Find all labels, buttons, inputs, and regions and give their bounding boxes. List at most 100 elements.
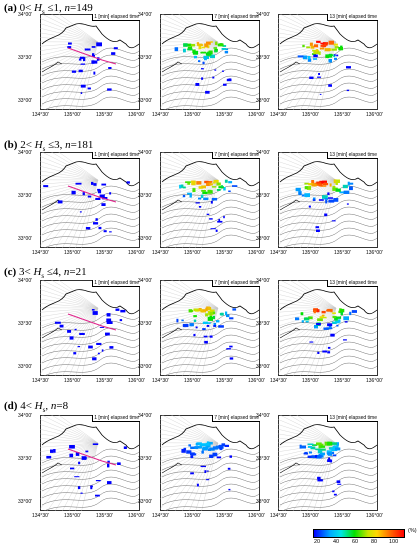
grid-fan-line [41, 415, 99, 444]
inundation-marker [330, 448, 333, 450]
bathymetry-contour [41, 75, 140, 91]
map-svg [160, 152, 260, 248]
inundation-marker [312, 53, 316, 55]
inundation-marker [120, 309, 126, 313]
inundation-marker [213, 181, 216, 184]
inundation-marker [190, 472, 194, 475]
inundation-marker [301, 194, 305, 197]
colorbar-unit: (%) [408, 528, 417, 534]
inundation-marker [315, 448, 321, 451]
lat-tick-label: 33°30' [138, 456, 153, 462]
bathymetry-contour [43, 234, 140, 248]
grid-fan-line [41, 280, 99, 309]
inundation-marker [305, 320, 309, 323]
grid-fan-line [40, 41, 99, 56]
inundation-marker [188, 309, 193, 313]
inundation-marker [193, 315, 197, 318]
bathymetry-contour [41, 469, 140, 485]
bathymetry-contour [161, 82, 260, 98]
lon-tick-label: 135°00' [184, 513, 201, 519]
lon-tick-label: 136°00' [128, 513, 145, 519]
bathymetry-contour [41, 348, 140, 364]
inundation-marker [102, 197, 108, 200]
bathymetry-contour [279, 327, 378, 343]
grid-fan-line [300, 307, 337, 376]
inundation-marker [87, 195, 92, 198]
inundation-marker [216, 182, 221, 186]
inundation-marker [332, 490, 335, 493]
grid-fan-line [40, 438, 99, 444]
inundation-marker [328, 40, 334, 45]
inundation-marker [196, 442, 202, 446]
inundation-marker [327, 309, 333, 312]
inundation-marker [326, 450, 332, 455]
inundation-marker [198, 206, 202, 208]
inundation-marker [226, 314, 230, 318]
grid-fan-line [40, 41, 99, 109]
inundation-marker [187, 192, 192, 195]
grid-fan-line [178, 415, 219, 444]
inundation-marker [336, 324, 339, 327]
lat-tick-label: 33°00' [256, 499, 271, 505]
bathymetry-contour [279, 89, 378, 105]
inundation-marker [316, 40, 321, 43]
inundation-marker [307, 56, 311, 60]
map-frame [160, 152, 260, 248]
inundation-marker [84, 48, 91, 51]
inundation-marker [295, 187, 301, 192]
coastline [279, 327, 301, 339]
inundation-marker [313, 54, 318, 58]
inundation-marker [97, 189, 102, 194]
inundation-marker [308, 183, 314, 186]
lat-tick-label: 33°30' [256, 193, 271, 199]
grid-fan-line [278, 298, 337, 309]
inundation-marker [342, 184, 348, 189]
inundation-marker [343, 316, 349, 321]
inundation-marker [307, 446, 312, 448]
inundation-marker [307, 455, 313, 458]
lat-tick-label: 33°30' [138, 55, 153, 61]
grid-fan-line [40, 307, 99, 365]
map-frame [40, 415, 140, 511]
lon-tick-label: 135°30' [334, 112, 351, 118]
grid-fan-line [58, 280, 99, 309]
grid-fan-line [278, 32, 337, 43]
map-frame [278, 415, 378, 511]
panel-title: 7 [min] elapsed time [212, 415, 260, 422]
bathymetry-contour [161, 89, 260, 105]
inundation-marker [191, 181, 196, 186]
lon-tick-label: 135°30' [96, 378, 113, 384]
inundation-marker [209, 335, 213, 338]
inundation-marker [185, 181, 191, 184]
inundation-marker [212, 446, 219, 450]
inundation-marker [304, 317, 310, 320]
grid-fan-line [40, 298, 99, 309]
grid-fan-line [278, 307, 337, 365]
inundation-marker [307, 443, 314, 446]
inundation-marker [106, 321, 113, 324]
grid-fan-line [40, 442, 99, 457]
inundation-marker [318, 73, 320, 75]
grid-fan-line [284, 307, 337, 376]
inundation-marker [318, 444, 322, 449]
bathymetry-contour [161, 192, 260, 208]
grid-fan-line [278, 41, 337, 91]
grid-fan-line [160, 307, 219, 365]
lon-tick-label: 135°00' [64, 513, 81, 519]
inundation-marker [325, 54, 330, 59]
inundation-marker [192, 188, 196, 193]
lon-tick-label: 134°30' [32, 513, 49, 519]
grid-fan-line [40, 179, 99, 204]
inundation-marker [216, 320, 220, 323]
bathymetry-contour [161, 68, 260, 84]
inundation-marker [113, 47, 118, 50]
inundation-marker [202, 446, 209, 450]
inundation-marker [193, 50, 199, 55]
lon-tick-label: 135°30' [96, 513, 113, 519]
inundation-marker [190, 446, 196, 449]
inundation-marker [228, 190, 231, 192]
inundation-marker [53, 449, 56, 453]
inundation-marker [210, 228, 216, 230]
inundation-marker [347, 181, 350, 186]
inundation-marker [207, 181, 213, 183]
